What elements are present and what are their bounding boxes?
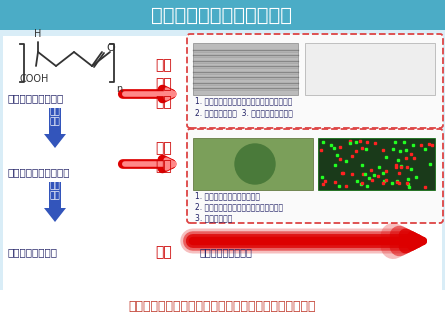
Circle shape <box>235 144 275 184</box>
Text: O: O <box>106 43 115 53</box>
Text: 2. 上调植物抗逆相关基因，提高抗逆能力: 2. 上调植物抗逆相关基因，提高抗逆能力 <box>195 203 283 212</box>
Text: 自然
降解: 自然 降解 <box>50 107 61 127</box>
FancyBboxPatch shape <box>49 108 61 134</box>
FancyBboxPatch shape <box>193 138 313 190</box>
FancyBboxPatch shape <box>187 34 443 128</box>
FancyBboxPatch shape <box>193 43 298 95</box>
Text: 2. 螯合微量元素；  3. 改善土壤微生物结构: 2. 螯合微量元素； 3. 改善土壤微生物结构 <box>195 108 293 117</box>
Text: 营养: 营养 <box>155 245 172 259</box>
Text: n: n <box>116 84 122 94</box>
FancyBboxPatch shape <box>49 182 61 208</box>
Text: 第二阶段：多肽小肽型: 第二阶段：多肽小肽型 <box>8 167 70 177</box>
Text: 三重功效，肥料、作物双重促进机制，保障作物增产增收: 三重功效，肥料、作物双重促进机制，保障作物增产增收 <box>128 300 316 314</box>
Polygon shape <box>44 134 66 148</box>
FancyBboxPatch shape <box>0 0 445 30</box>
Text: 作为氨基酸直接吸收: 作为氨基酸直接吸收 <box>200 247 253 257</box>
Text: 3. 部分抗病效果: 3. 部分抗病效果 <box>195 213 232 222</box>
Text: 1. 大幅提高植物光合作用效率: 1. 大幅提高植物光合作用效率 <box>195 191 260 201</box>
Text: 聚谷氨酸促进植物生长机制: 聚谷氨酸促进植物生长机制 <box>151 5 292 25</box>
Text: 生长
调节: 生长 调节 <box>155 141 172 173</box>
Text: 自然
降解: 自然 降解 <box>50 181 61 201</box>
Text: 保水
螯合
改土: 保水 螯合 改土 <box>155 59 172 109</box>
Text: 1. 水包肥，肥水一体，减少水肥流失，抗干旱: 1. 水包肥，肥水一体，减少水肥流失，抗干旱 <box>195 97 292 106</box>
FancyBboxPatch shape <box>3 36 442 290</box>
Text: 第一阶段：大分子型: 第一阶段：大分子型 <box>8 93 64 103</box>
Text: H: H <box>34 29 42 39</box>
FancyBboxPatch shape <box>0 290 445 320</box>
FancyBboxPatch shape <box>305 43 435 95</box>
FancyBboxPatch shape <box>318 138 435 190</box>
Text: COOH: COOH <box>19 74 49 84</box>
FancyBboxPatch shape <box>187 129 443 223</box>
Text: 第三阶段：单体型: 第三阶段：单体型 <box>8 247 58 257</box>
Polygon shape <box>44 208 66 222</box>
